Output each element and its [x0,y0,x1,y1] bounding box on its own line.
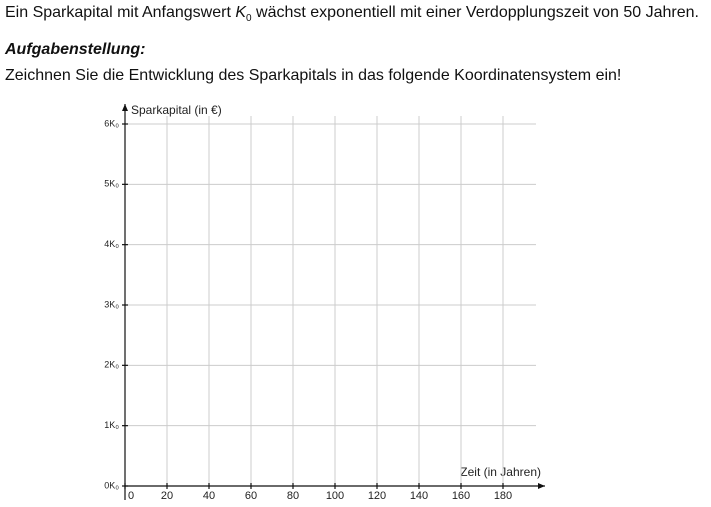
y-tick-label: 1K₀ [104,420,119,430]
x-tick-label: 40 [203,490,215,502]
x-tick-label: 100 [326,490,344,502]
subscript: 0 [246,13,252,25]
y-tick-label: 3K₀ [104,299,119,309]
y-tick-label: 0K₀ [104,480,119,490]
x-tick-label: 20 [161,490,173,502]
task: Zeichnen Sie die Entwicklung des Sparkap… [5,67,622,84]
y-axis-label: Sparkapital (in €) [131,103,222,117]
x-tick-label: 60 [245,490,257,502]
x-tick-label: 0 [128,490,134,502]
intro-text: Ein Sparkapital mit Anfangswert [5,4,236,21]
x-axis-label: Zeit (in Jahren) [460,465,541,479]
y-tick-label: 2K₀ [104,360,119,370]
symbol: K [235,4,247,21]
y-tick-label: 4K₀ [104,239,119,249]
x-tick-label: 120 [368,490,386,502]
intro-text: wächst exponentiell mit einer Verdopplun… [251,4,699,21]
x-tick-label: 80 [287,490,299,502]
y-tick-label: 5K₀ [104,179,119,189]
heading: Aufgabenstellung: [5,41,146,58]
y-arrow [122,104,128,111]
intro: Ein Sparkapital mit Anfangswert K0 wächs… [5,4,699,24]
x-tick-label: 180 [494,490,512,502]
x-tick-label: 160 [452,490,470,502]
y-tick-label: 6K₀ [104,118,119,128]
x-arrow [538,483,545,489]
x-tick-label: 140 [410,490,428,502]
